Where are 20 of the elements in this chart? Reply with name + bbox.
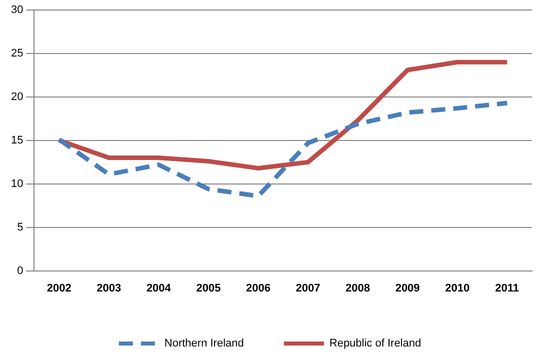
- x-tick-label: 2008: [346, 282, 370, 294]
- x-tick-label: 2004: [146, 282, 172, 294]
- x-tick-label: 2007: [296, 282, 320, 294]
- x-tick-label: 2010: [445, 282, 470, 294]
- y-tick-label: 5: [17, 221, 24, 234]
- x-tick-label: 2003: [96, 282, 122, 294]
- x-tick-label: 2011: [495, 282, 520, 294]
- legend-label: Northern Ireland: [164, 338, 244, 350]
- y-tick-label: 25: [10, 48, 24, 60]
- x-tick-label: 2006: [246, 282, 270, 294]
- x-tick-label: 2005: [196, 282, 221, 294]
- line-series: [56, 100, 510, 198]
- y-tick-label: 10: [10, 178, 24, 190]
- y-tick-label: 0: [17, 264, 24, 277]
- x-tick-label: 2002: [46, 282, 72, 294]
- x-tick-label: 2009: [395, 282, 420, 294]
- legend-label: Republic of Ireland: [329, 338, 422, 350]
- y-tick-label: 20: [10, 90, 24, 103]
- y-tick-label: 15: [10, 134, 24, 146]
- y-tick-label: 30: [10, 4, 24, 16]
